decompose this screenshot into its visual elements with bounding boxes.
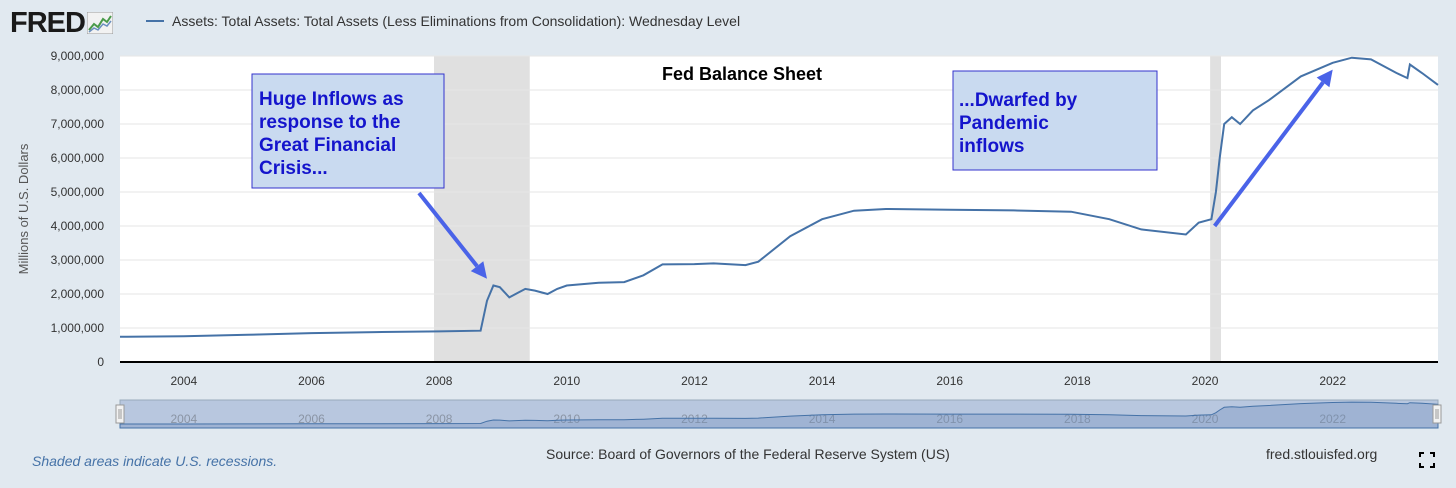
fullscreen-icon[interactable]: [1419, 452, 1435, 468]
arrow-shaft: [417, 191, 479, 268]
navigator-tick-label: 2016: [936, 412, 963, 426]
annotation-text: Pandemic: [959, 113, 1049, 134]
x-tick-label: 2012: [681, 374, 708, 388]
annotation-text: response to the: [259, 112, 400, 133]
y-tick-label: 2,000,000: [51, 287, 105, 301]
navigator-handle-left[interactable]: [115, 404, 125, 424]
annotation-text: inflows: [959, 136, 1024, 157]
legend-swatch: [146, 20, 164, 22]
series-legend[interactable]: Assets: Total Assets: Total Assets (Less…: [146, 13, 740, 29]
line-graph-icon: [86, 12, 113, 34]
arrow-head: [1316, 69, 1333, 88]
y-tick-label: 6,000,000: [51, 151, 105, 165]
annotation-text: Great Financial: [259, 135, 396, 156]
arrow-head: [470, 261, 487, 279]
x-tick-label: 2010: [553, 374, 580, 388]
x-tick-label: 2014: [809, 374, 836, 388]
navigator-series: [119, 401, 1439, 429]
fred-logo[interactable]: FRED: [10, 6, 113, 39]
y-tick-label: 9,000,000: [51, 49, 105, 63]
fred-logo-text: FRED: [10, 6, 86, 39]
legend-label: Assets: Total Assets: Total Assets (Less…: [172, 13, 741, 29]
gfc-arrow: [417, 191, 487, 279]
x-tick-label: 2018: [1064, 374, 1091, 388]
navigator-tick-label: 2022: [1319, 412, 1346, 426]
y-tick-label: 7,000,000: [51, 117, 105, 131]
navigator-tick-label: 2008: [426, 412, 453, 426]
x-tick-label: 2004: [170, 374, 197, 388]
series-line: [119, 56, 1439, 338]
y-axis-label: Millions of U.S. Dollars: [16, 143, 31, 274]
annotation-text: Crisis...: [259, 158, 328, 179]
y-tick-label: 8,000,000: [51, 83, 105, 97]
navigator-tick-label: 2004: [170, 412, 197, 426]
navigator-tick-label: 2018: [1064, 412, 1091, 426]
range-navigator[interactable]: 2004 2006 2008 2010 2012 2014 2016 2018 2020 2022: [115, 399, 1442, 429]
y-tick-label: 0: [97, 355, 104, 369]
navigator-tick-label: 2012: [681, 412, 708, 426]
annotation-text: Huge Inflows as: [259, 89, 404, 110]
chart-title: Fed Balance Sheet: [662, 64, 822, 84]
x-tick-label: 2008: [426, 374, 453, 388]
x-tick-label: 2016: [936, 374, 963, 388]
annotation-text: ...Dwarfed by: [959, 90, 1078, 111]
x-tick-label: 2020: [1192, 374, 1219, 388]
y-tick-label: 5,000,000: [51, 185, 105, 199]
site-link[interactable]: fred.stlouisfed.org: [1266, 446, 1378, 462]
navigator-tick-label: 2006: [298, 412, 325, 426]
navigator-tick-label: 2010: [553, 412, 580, 426]
annotation-box: [251, 73, 445, 189]
arrow-shaft: [1213, 81, 1325, 228]
recession-note: Shaded areas indicate U.S. recessions.: [32, 453, 278, 469]
chart: 0 1,000,000 2,000,000 3,000,000 4,000,000 5,0…: [16, 49, 1442, 429]
y-tick-label: 3,000,000: [51, 253, 105, 267]
pandemic-arrow: [1213, 69, 1333, 228]
navigator-handle-right[interactable]: [1432, 404, 1442, 424]
y-tick-label: 1,000,000: [51, 321, 105, 335]
x-tick-label: 2022: [1319, 374, 1346, 388]
x-tick-label: 2006: [298, 374, 325, 388]
recession-band: [1210, 56, 1221, 362]
recession-band: [434, 56, 530, 362]
annotation-box: [952, 70, 1158, 171]
y-tick-label: 4,000,000: [51, 219, 105, 233]
source-text[interactable]: Source: Board of Governors of the Federa…: [546, 446, 950, 462]
